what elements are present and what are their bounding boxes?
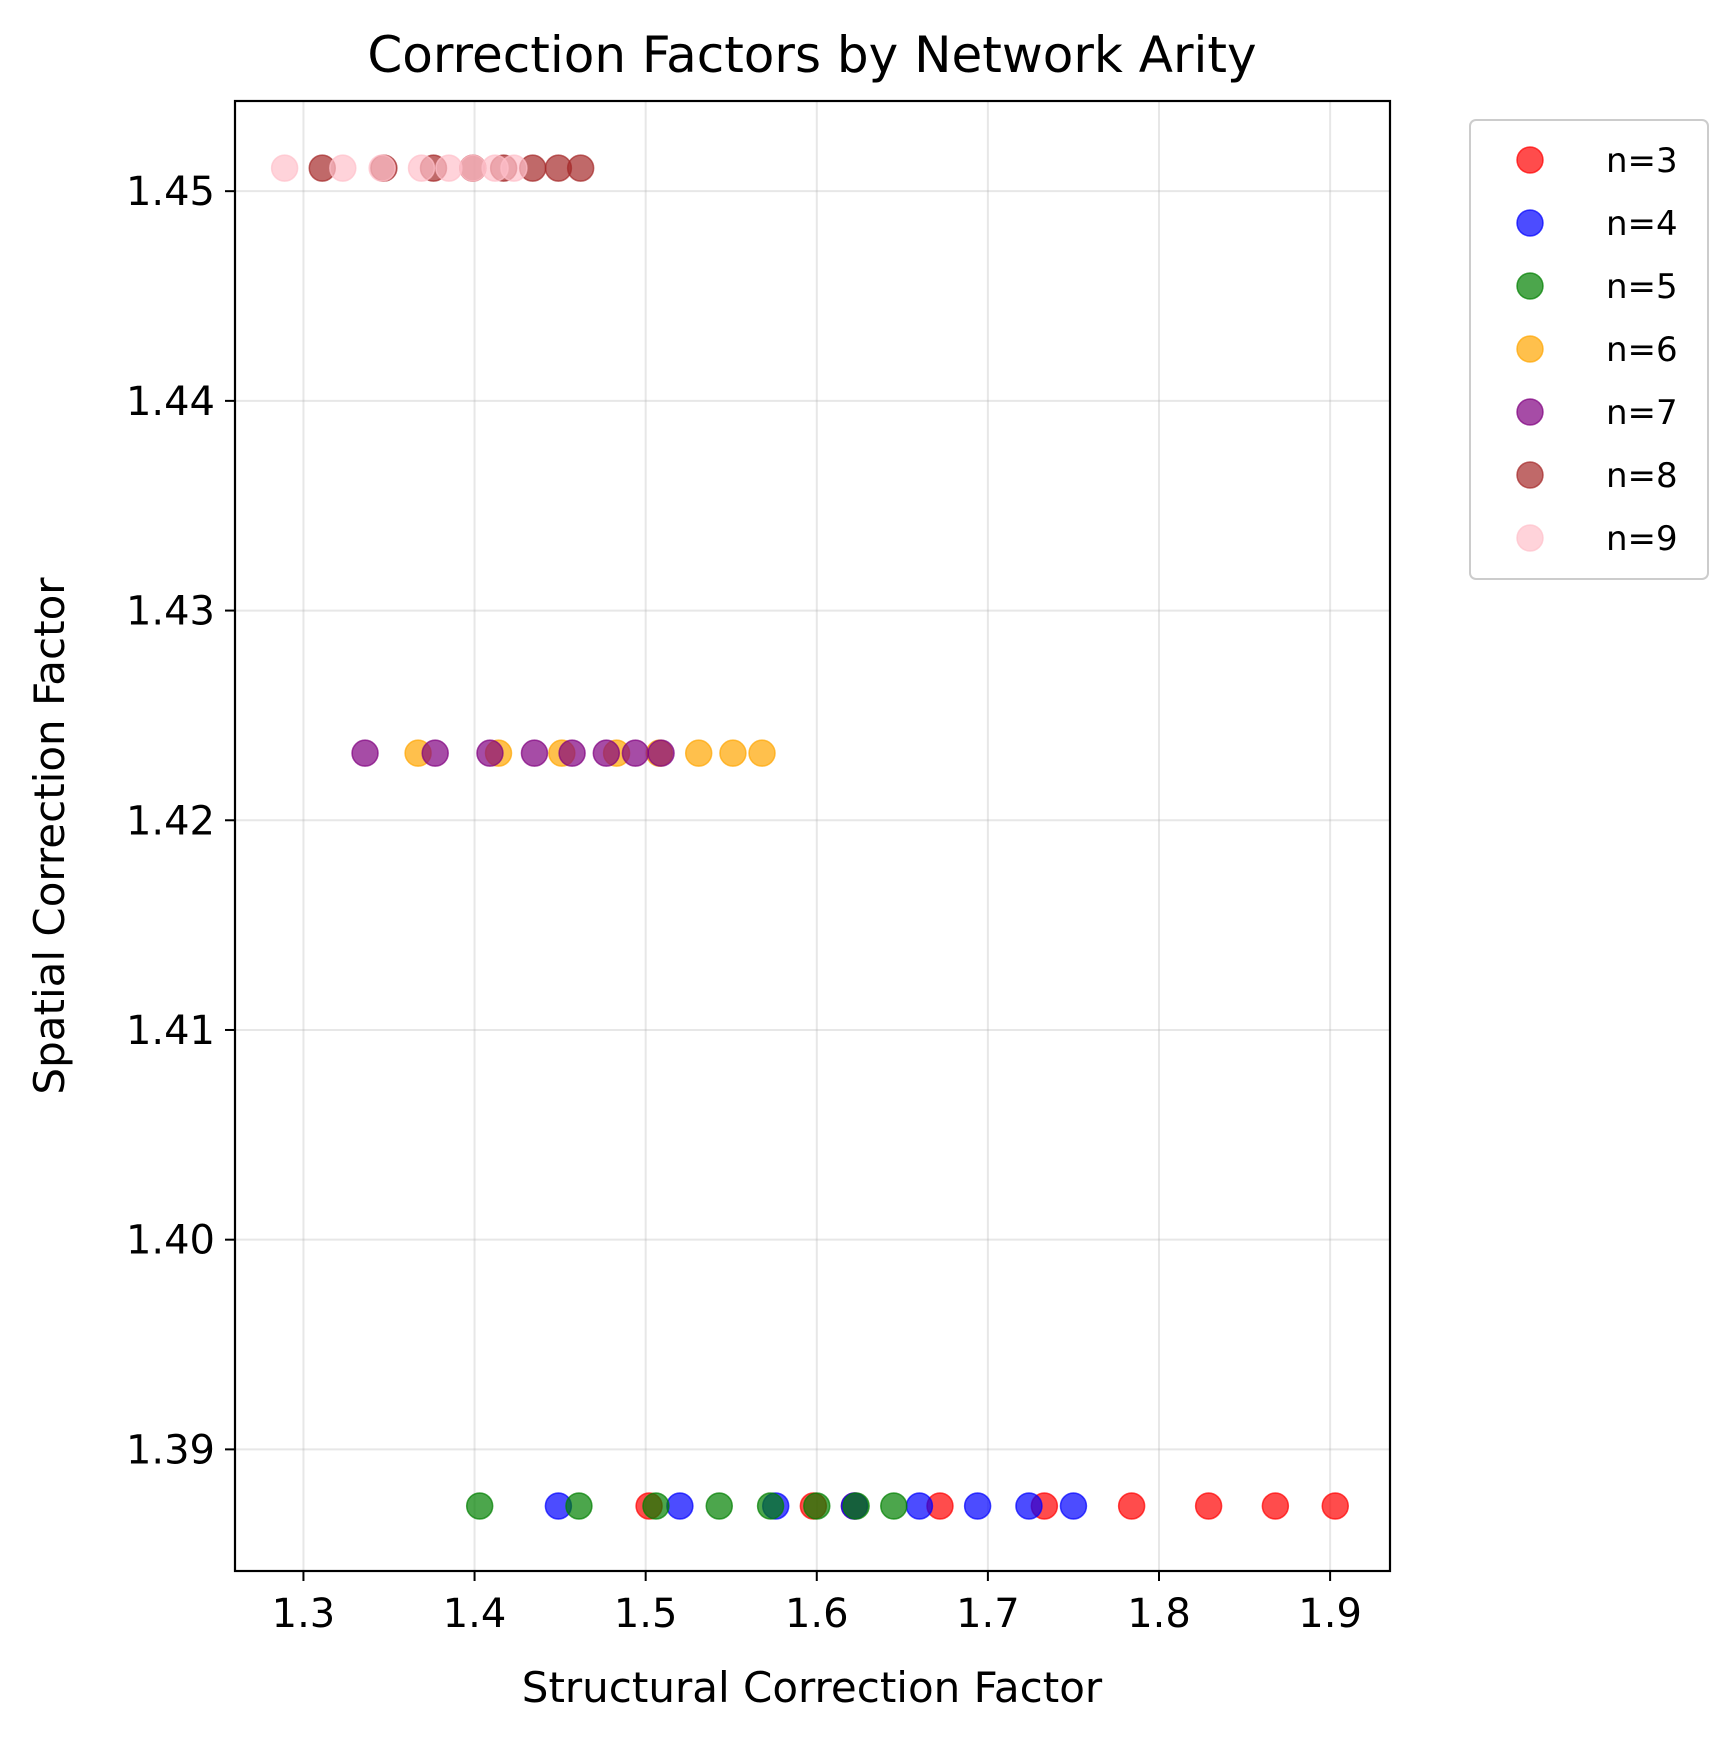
- x-tick-label: 1.9: [1298, 1591, 1362, 1637]
- legend-label: n=4: [1606, 204, 1678, 244]
- data-point: [666, 1492, 694, 1520]
- data-point: [566, 154, 595, 182]
- legend-marker: [1516, 272, 1544, 300]
- data-point: [1059, 1492, 1088, 1520]
- data-point: [465, 1492, 494, 1520]
- x-tick-label: 1.7: [956, 1591, 1020, 1637]
- data-point: [368, 154, 396, 182]
- data-point: [621, 739, 650, 767]
- data-point: [1015, 1492, 1043, 1520]
- legend-label: n=9: [1606, 519, 1678, 559]
- plot-frame: [233, 99, 1392, 1573]
- data-point: [1117, 1492, 1146, 1520]
- legend-marker: [1516, 335, 1544, 363]
- legend-marker: [1516, 398, 1544, 426]
- data-point: [500, 154, 528, 182]
- y-axis-label: Spatial Correction Factor: [25, 577, 74, 1095]
- data-point: [719, 739, 747, 767]
- legend-marker: [1516, 461, 1544, 489]
- legend-label: n=3: [1606, 141, 1678, 181]
- data-point: [756, 1492, 785, 1520]
- y-tick-label: 1.42: [126, 798, 215, 844]
- legend: n=3 n=4 n=5 n=6 n=7 n=8 n=9: [1469, 119, 1709, 580]
- x-axis-label: Structural Correction Factor: [522, 1663, 1103, 1712]
- legend-label: n=7: [1606, 393, 1678, 433]
- data-point: [1261, 1492, 1290, 1520]
- legend-label: n=6: [1606, 330, 1678, 370]
- data-point: [647, 739, 675, 767]
- data-point: [748, 739, 776, 767]
- grid: [235, 101, 1390, 1571]
- data-point: [351, 739, 379, 767]
- x-tick-label: 1.5: [614, 1591, 678, 1637]
- axis-ticks: 1.3 1.4 1.5 1.6 1.7 1.8 1.9 1.39 1.40 1.41 1.42 1.4…: [126, 169, 1362, 1637]
- data-point: [407, 154, 436, 182]
- data-point: [520, 739, 549, 767]
- data-point: [963, 1492, 992, 1520]
- data-point: [592, 739, 621, 767]
- data-point: [1194, 1492, 1223, 1520]
- data-point: [842, 1492, 870, 1520]
- data-point: [435, 154, 463, 182]
- y-tick-label: 1.40: [126, 1218, 215, 1264]
- legend-marker: [1516, 209, 1544, 237]
- legend-label: n=5: [1606, 267, 1678, 307]
- x-tick-label: 1.3: [272, 1591, 336, 1637]
- y-tick-label: 1.43: [126, 589, 215, 635]
- y-tick-label: 1.44: [126, 379, 215, 425]
- legend-marker: [1516, 146, 1544, 174]
- data-point: [421, 739, 449, 767]
- y-tick-label: 1.45: [126, 169, 215, 215]
- x-tick-label: 1.8: [1127, 1591, 1191, 1637]
- chart-title: Correction Factors by Network Arity: [367, 26, 1256, 84]
- data-point: [880, 1492, 908, 1520]
- data-point: [329, 154, 357, 182]
- data-points: [270, 154, 1349, 1520]
- data-point: [558, 739, 586, 767]
- y-tick-label: 1.39: [126, 1427, 215, 1473]
- legend-label: n=8: [1606, 456, 1678, 496]
- x-tick-label: 1.6: [785, 1591, 849, 1637]
- data-point: [1321, 1492, 1349, 1520]
- data-point: [705, 1492, 733, 1520]
- data-point: [476, 739, 504, 767]
- x-tick-label: 1.4: [443, 1591, 507, 1637]
- data-point: [803, 1492, 831, 1520]
- data-point: [270, 154, 299, 182]
- data-point: [684, 739, 713, 767]
- data-point: [905, 1492, 934, 1520]
- data-point: [642, 1492, 670, 1520]
- legend-marker: [1516, 524, 1544, 552]
- data-point: [565, 1492, 593, 1520]
- y-tick-label: 1.41: [126, 1008, 215, 1054]
